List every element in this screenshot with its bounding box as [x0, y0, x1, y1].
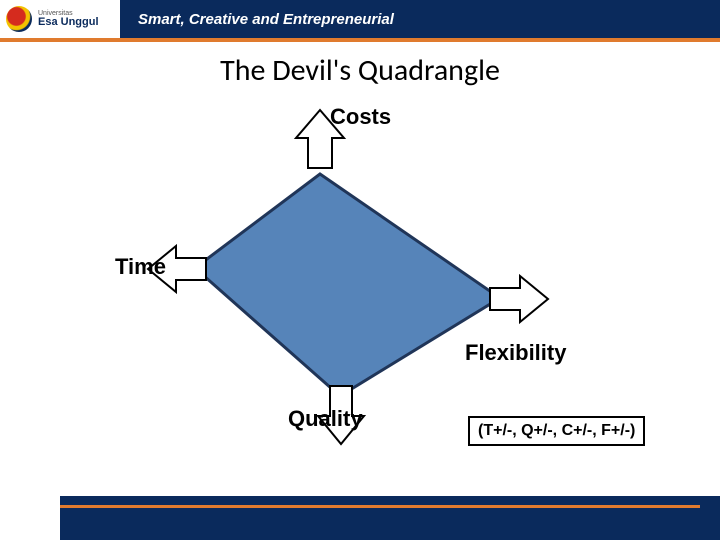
slide-footer: [0, 492, 720, 540]
slide-header: Universitas Esa Unggul Smart, Creative a…: [0, 0, 720, 38]
label-time: Time: [115, 254, 166, 280]
label-costs: Costs: [330, 104, 391, 130]
label-quality: Quality: [288, 406, 363, 432]
logo: Universitas Esa Unggul: [0, 0, 120, 38]
footer-orange-bar: [60, 505, 700, 508]
logo-text: Universitas Esa Unggul: [38, 10, 99, 28]
arrow-right-icon: [490, 276, 548, 322]
logo-swirl-icon: [6, 6, 32, 32]
logo-name-label: Esa Unggul: [38, 17, 99, 28]
header-accent-bar: [0, 38, 720, 42]
label-flexibility: Flexibility: [465, 340, 566, 366]
quadrangle-shape: [195, 174, 500, 396]
footer-navy-bar: [60, 496, 720, 540]
tagline: Smart, Creative and Entrepreneurial: [138, 11, 394, 28]
slide-title: The Devil's Quadrangle: [0, 52, 720, 89]
devils-quadrangle-diagram: Costs Time Flexibility Quality (T+/-, Q+…: [50, 96, 670, 456]
formula-box: (T+/-, Q+/-, C+/-, F+/-): [468, 416, 645, 446]
